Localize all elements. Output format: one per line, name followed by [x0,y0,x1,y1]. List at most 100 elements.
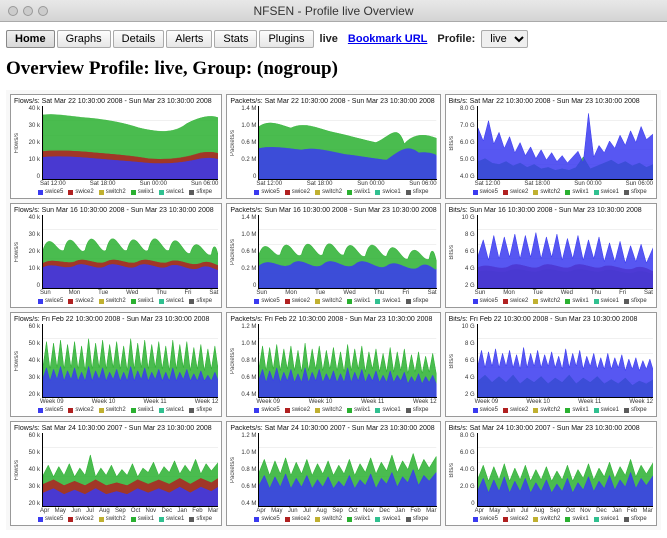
legend: swice5swice2switch2swiix1swice1sfixpe [254,189,436,195]
y-axis-label: Bits/s [449,354,457,369]
chart-title: Packets/s: Fri Feb 22 10:30:00 2008 - Su… [230,316,436,323]
nav-bar: HomeGraphsDetailsAlertsStatsPluginsliveB… [6,30,661,48]
legend: swice5swice2switch2swiix1swice1sfixpe [38,298,218,304]
plot-area [42,324,218,398]
chart-packetss-month[interactable]: Packets/s: Fri Feb 22 10:30:00 2008 - Su… [226,312,440,417]
x-axis: SunMonTueWedThuFriSat [256,290,436,296]
y-axis: 8.0 G6.0 G4.0 G2.0 G0 [459,433,475,507]
x-axis: AprMayJunJulAugSepOctNovDecJanFebMar [475,508,653,514]
chart-title: Flows/s: Sat Mar 24 10:30:00 2007 - Sun … [14,425,218,432]
y-axis: 10 G8 G6 G4 G2 G [459,324,475,398]
y-axis: 1.2 M1.0 M0.8 M0.6 M0.4 M [240,433,256,507]
window-title: NFSEN - Profile live Overview [253,4,413,18]
x-axis: SunMonTueWedThuFriSat [475,290,653,296]
chart-packetss-year[interactable]: Packets/s: Sat Mar 24 10:30:00 2007 - Su… [226,421,440,526]
profile-label: Profile: [433,33,479,45]
y-axis-label: Flows/s [14,242,22,262]
tab-graphs[interactable]: Graphs [57,30,111,48]
plot-area [477,324,653,398]
tab-details[interactable]: Details [113,30,165,48]
x-axis: AprMayJunJulAugSepOctNovDecJanFebMar [256,508,436,514]
window-titlebar: NFSEN - Profile live Overview [0,0,667,22]
plot-area [258,106,436,180]
y-axis-label: Bits/s [449,245,457,260]
live-label: live [316,33,342,45]
y-axis: 1.4 M1.0 M0.6 M0.2 M0 [240,106,256,180]
chart-title: Bits/s: Sat Mar 24 10:30:00 2007 - Sun M… [449,425,653,432]
chart-title: Bits/s: Sat Mar 22 10:30:00 2008 - Sun M… [449,98,653,105]
legend: swice5swice2switch2swiix1swice1sfixpe [473,407,653,413]
chart-flowss-year[interactable]: Flows/s: Sat Mar 24 10:30:00 2007 - Sun … [10,421,222,526]
chart-title: Flows/s: Fri Feb 22 10:30:00 2008 - Sun … [14,316,218,323]
legend: swice5swice2switch2swiix1swice1sfixpe [38,516,218,522]
chart-bitss-week[interactable]: Bits/s: Sun Mar 16 10:30:00 2008 - Sun M… [445,203,657,308]
tab-home[interactable]: Home [6,30,55,48]
x-axis: Week 09Week 10Week 11Week 12 [256,399,436,405]
chart-flowss-day[interactable]: Flows/s: Sat Mar 22 10:30:00 2008 - Sun … [10,94,222,199]
chart-bitss-month[interactable]: Bits/s: Fri Feb 22 10:30:00 2008 - Sun M… [445,312,657,417]
y-axis: 10 G8 G6 G4 G2 G [459,215,475,289]
plot-area [258,433,436,507]
y-axis-label: Flows/s [14,133,22,153]
chart-title: Packets/s: Sun Mar 16 10:30:00 2008 - Su… [230,207,436,214]
y-axis: 40 k30 k20 k10 k0 [24,106,40,180]
y-axis-label: Packets/s [230,239,238,265]
x-axis: AprMayJunJulAugSepOctNovDecJanFebMar [40,508,218,514]
y-axis-label: Flows/s [14,460,22,480]
legend: swice5swice2switch2swiix1swice1sfixpe [473,189,653,195]
y-axis-label: Bits/s [449,136,457,151]
x-axis: Sat 12:00Sat 18:00Sun 00:00Sun 06:00 [40,181,218,187]
x-axis: Week 09Week 10Week 11Week 12 [475,399,653,405]
chart-title: Flows/s: Sat Mar 22 10:30:00 2008 - Sun … [14,98,218,105]
plot-area [42,433,218,507]
chart-bitss-year[interactable]: Bits/s: Sat Mar 24 10:30:00 2007 - Sun M… [445,421,657,526]
plot-area [258,215,436,289]
chart-title: Flows/s: Sun Mar 16 10:30:00 2008 - Sun … [14,207,218,214]
x-axis: SunMonTueWedThuFriSat [40,290,218,296]
chart-packetss-day[interactable]: Packets/s: Sat Mar 22 10:30:00 2008 - Su… [226,94,440,199]
x-axis: Sat 12:00Sat 18:00Sun 00:00Sun 06:00 [256,181,436,187]
legend: swice5swice2switch2swiix1swice1sfixpe [473,516,653,522]
plot-area [258,324,436,398]
chart-flowss-week[interactable]: Flows/s: Sun Mar 16 10:30:00 2008 - Sun … [10,203,222,308]
chart-flowss-month[interactable]: Flows/s: Fri Feb 22 10:30:00 2008 - Sun … [10,312,222,417]
legend: swice5swice2switch2swiix1swice1sfixpe [254,407,436,413]
profile-select[interactable]: live [481,30,528,48]
legend: swice5swice2switch2swiix1swice1sfixpe [254,298,436,304]
y-axis: 1.4 M1.0 M0.6 M0.2 M0 [240,215,256,289]
x-axis: Week 09Week 10Week 11Week 12 [40,399,218,405]
tab-alerts[interactable]: Alerts [166,30,212,48]
legend: swice5swice2switch2swiix1swice1sfixpe [38,189,218,195]
plot-area [477,106,653,180]
close-icon[interactable] [8,6,18,16]
y-axis-label: Packets/s [230,457,238,483]
y-axis: 40 k30 k20 k10 k0 [24,215,40,289]
plot-area [42,106,218,180]
x-axis: Sat 12:00Sat 18:00Sun 00:00Sun 06:00 [475,181,653,187]
tab-stats[interactable]: Stats [214,30,257,48]
chart-title: Bits/s: Sun Mar 16 10:30:00 2008 - Sun M… [449,207,653,214]
chart-title: Packets/s: Sat Mar 24 10:30:00 2007 - Su… [230,425,436,432]
minimize-icon[interactable] [23,6,33,16]
plot-area [477,433,653,507]
legend: swice5swice2switch2swiix1swice1sfixpe [254,516,436,522]
y-axis: 60 k50 k40 k30 k20 k [24,433,40,507]
chart-bitss-day[interactable]: Bits/s: Sat Mar 22 10:30:00 2008 - Sun M… [445,94,657,199]
chart-grid: Flows/s: Sat Mar 22 10:30:00 2008 - Sun … [6,90,661,530]
y-axis: 8.0 G7.0 G6.0 G5.0 G4.0 G [459,106,475,180]
y-axis: 1.2 M1.0 M0.8 M0.6 M0.4 M [240,324,256,398]
y-axis-label: Bits/s [449,463,457,478]
legend: swice5swice2switch2swiix1swice1sfixpe [473,298,653,304]
traffic-lights [0,6,48,16]
zoom-icon[interactable] [38,6,48,16]
y-axis-label: Packets/s [230,130,238,156]
plot-area [42,215,218,289]
y-axis-label: Flows/s [14,351,22,371]
page-heading: Overview Profile: live, Group: (nogroup) [6,58,661,80]
y-axis-label: Packets/s [230,348,238,374]
bookmark-url-link[interactable]: Bookmark URL [344,33,431,45]
chart-packetss-week[interactable]: Packets/s: Sun Mar 16 10:30:00 2008 - Su… [226,203,440,308]
tab-plugins[interactable]: Plugins [259,30,313,48]
legend: swice5swice2switch2swiix1swice1sfixpe [38,407,218,413]
plot-area [477,215,653,289]
